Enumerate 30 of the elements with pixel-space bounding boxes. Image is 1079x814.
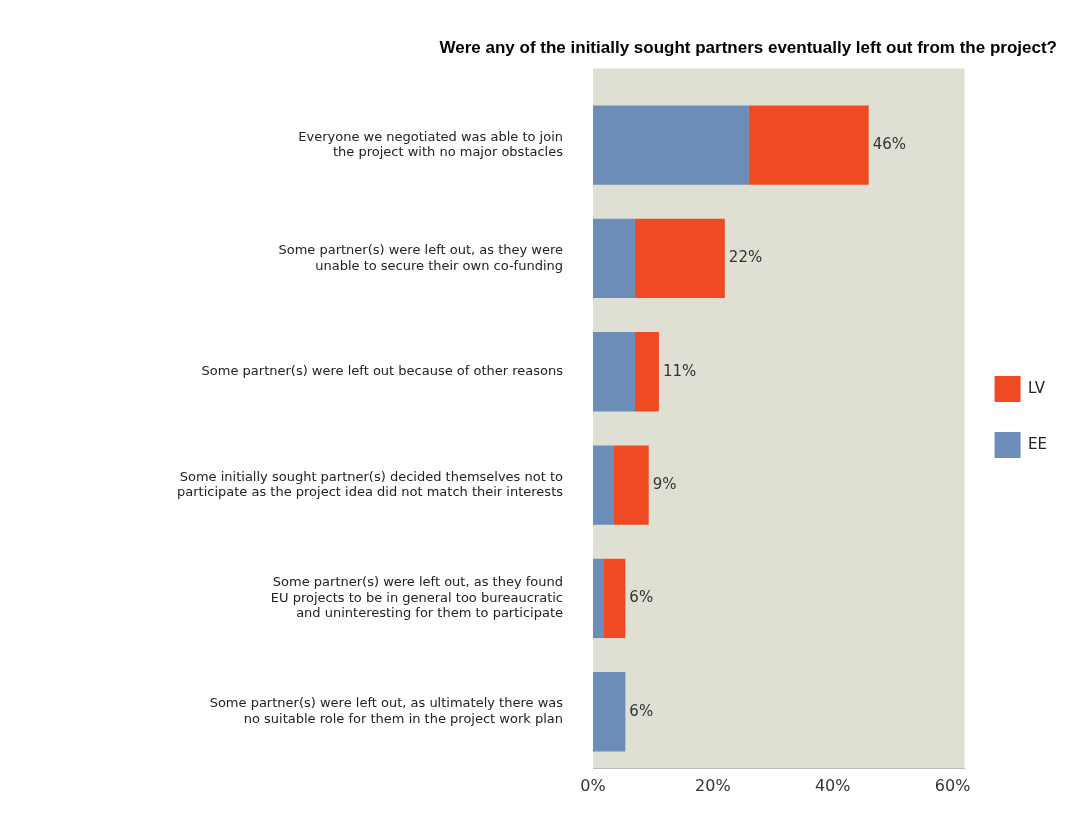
y-tick-label: Some partner(s) were left out, as they found EU projects to be in general too bureaucratic and uninteresting for them to participate (270, 574, 563, 621)
legend-label: LV (1028, 378, 1046, 397)
bar (603, 558, 626, 639)
bar (613, 445, 649, 525)
total-label: 22% (728, 248, 763, 267)
y-tick-label: Some partner(s) were left out because of other reasons (201, 363, 564, 379)
total-label: 6% (629, 701, 654, 720)
bar (593, 672, 626, 752)
bar (593, 558, 604, 639)
bar (634, 218, 725, 299)
total-label: 6% (629, 588, 654, 607)
bar (593, 445, 614, 525)
chart-title: Were any of the initially sought partners eventually left out from the project? (439, 37, 1057, 57)
x-tick-label: 60% (934, 776, 971, 796)
bar (593, 218, 635, 299)
bar (593, 332, 635, 412)
total-label: 9% (652, 474, 677, 493)
x-tick-label: 0% (580, 776, 606, 796)
legend-label: EE (1028, 434, 1048, 453)
y-tick-label: Some partner(s) were left out, as ultimately there was no suitable role for them in the project work plan (209, 695, 564, 726)
bar (593, 105, 749, 185)
total-label: 46% (872, 134, 907, 153)
bar (748, 105, 869, 185)
x-tick-label: 40% (814, 776, 851, 796)
y-tick-label: Some partner(s) were left out, as they were unable to secure their own co-funding (278, 241, 563, 273)
x-tick-label: 20% (695, 776, 731, 796)
bar (634, 332, 659, 412)
total-label: 11% (662, 361, 697, 380)
y-tick-label: Everyone we negotiated was able to join the project with no major obstacles (298, 128, 564, 160)
y-tick-label: Some initially sought partner(s) decided themselves not to participate as the project idea did not match their interests (176, 468, 564, 500)
